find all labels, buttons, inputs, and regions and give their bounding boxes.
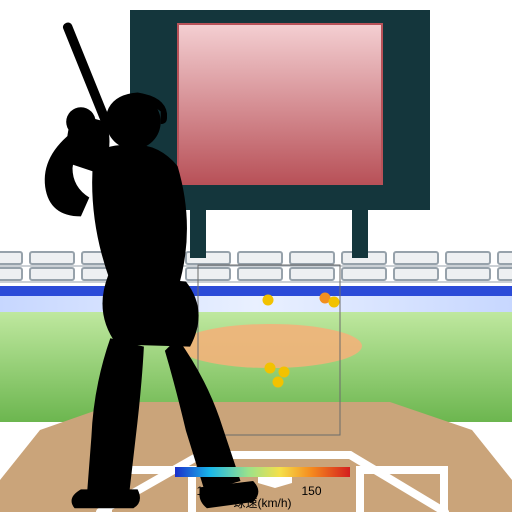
stand-seat	[186, 268, 230, 280]
colorbar-title: 球速(km/h)	[234, 496, 292, 510]
stand-seat	[446, 252, 490, 264]
stand-seat	[446, 268, 490, 280]
stand-seat	[238, 268, 282, 280]
pitch-location-chart: 100 150 球速(km/h)	[0, 0, 512, 512]
pitch-marker	[265, 363, 276, 374]
stand-seat	[498, 252, 512, 264]
outfield-wall	[0, 286, 512, 296]
scoreboard-support	[352, 210, 368, 258]
sky	[0, 210, 512, 258]
colorbar-tick-label: 100	[196, 484, 216, 498]
pitchers-mound	[178, 324, 362, 368]
pitch-marker	[273, 377, 284, 388]
scoreboard-screen	[178, 24, 382, 184]
pitch-marker	[263, 295, 274, 306]
stand-seat	[290, 252, 334, 264]
stand-seat	[0, 268, 22, 280]
stand-seat	[290, 268, 334, 280]
stand-seat	[342, 268, 386, 280]
stand-seat	[498, 268, 512, 280]
stand-seat	[30, 252, 74, 264]
pitch-marker	[279, 367, 290, 378]
stand-seat	[394, 268, 438, 280]
scoreboard-support	[190, 210, 206, 258]
chart-svg: 100 150 球速(km/h)	[0, 0, 512, 512]
colorbar-tick-label: 150	[301, 484, 321, 498]
pitch-marker	[329, 297, 340, 308]
stand-seat	[238, 252, 282, 264]
warning-track	[0, 296, 512, 312]
stand-seat	[394, 252, 438, 264]
stand-seat	[30, 268, 74, 280]
velocity-colorbar	[175, 467, 350, 477]
stand-seat	[0, 252, 22, 264]
